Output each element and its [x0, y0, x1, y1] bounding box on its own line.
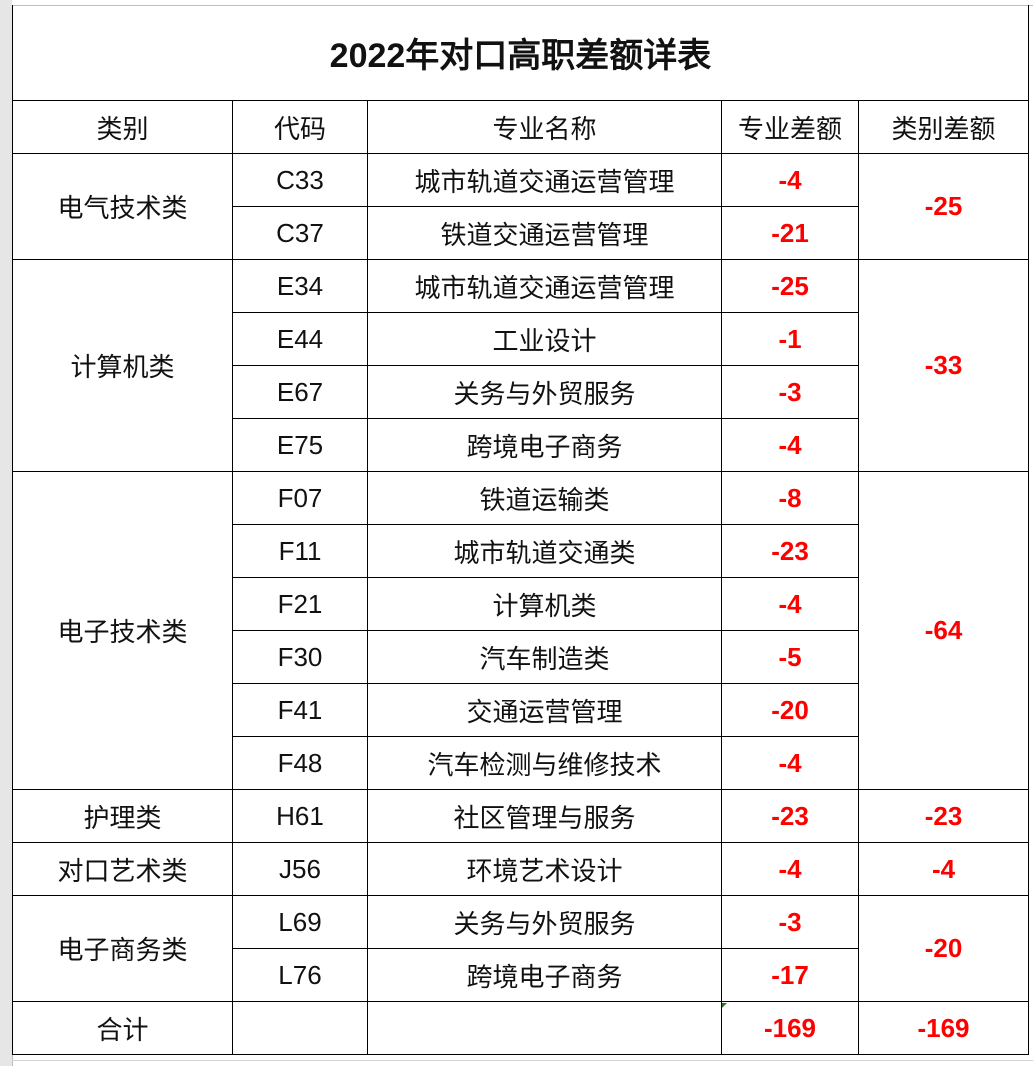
- category-diff-cell[interactable]: -33: [858, 259, 1029, 472]
- major-diff-cell[interactable]: -4: [721, 842, 859, 896]
- header-category-diff[interactable]: 类别差额: [858, 100, 1029, 154]
- major-diff-cell[interactable]: -4: [721, 418, 859, 472]
- table-row: 计算机类 E34 城市轨道交通运营管理 -25 -33: [12, 259, 1029, 472]
- major-diff-cell[interactable]: -3: [721, 365, 859, 419]
- code-cell[interactable]: C33: [232, 153, 368, 207]
- code-cell[interactable]: L69: [232, 895, 368, 949]
- table-row: 对口艺术类 J56 环境艺术设计 -4 -4: [12, 842, 1029, 896]
- header-major[interactable]: 专业名称: [367, 100, 722, 154]
- table-row: F21 计算机类 -4: [13, 577, 1029, 631]
- summary-category-diff[interactable]: -169: [858, 1001, 1029, 1055]
- table-row: C37 铁道交通运营管理 -21: [13, 206, 1029, 260]
- major-cell[interactable]: 汽车检测与维修技术: [367, 736, 722, 790]
- major-diff-cell[interactable]: -23: [721, 524, 859, 578]
- major-cell[interactable]: 交通运营管理: [367, 683, 722, 737]
- summary-row: 合计 -169 -169: [12, 1001, 1029, 1055]
- major-cell[interactable]: 铁道运输类: [367, 471, 722, 525]
- category-diff-cell[interactable]: -20: [858, 895, 1029, 1002]
- code-cell[interactable]: E34: [232, 259, 368, 313]
- table-row: 电子技术类 F07 铁道运输类 -8 -64: [12, 471, 1029, 790]
- major-cell[interactable]: 关务与外贸服务: [367, 895, 722, 949]
- table-row: F48 汽车检测与维修技术 -4: [13, 736, 1029, 790]
- major-cell[interactable]: 跨境电子商务: [367, 948, 722, 1002]
- major-diff-cell[interactable]: -3: [721, 895, 859, 949]
- table-row: L76 跨境电子商务 -17: [13, 948, 1029, 1002]
- major-diff-cell[interactable]: -21: [721, 206, 859, 260]
- category-cell[interactable]: 电气技术类: [12, 153, 233, 260]
- major-diff-cell[interactable]: -4: [721, 736, 859, 790]
- summary-label[interactable]: 合计: [12, 1001, 233, 1055]
- table-title[interactable]: 2022年对口高职差额详表: [12, 5, 1029, 101]
- code-cell[interactable]: L76: [232, 948, 368, 1002]
- category-cell[interactable]: 护理类: [12, 789, 233, 843]
- summary-major-diff[interactable]: -169: [721, 1001, 859, 1055]
- major-cell[interactable]: 关务与外贸服务: [367, 365, 722, 419]
- code-cell[interactable]: E75: [232, 418, 368, 472]
- major-diff-cell[interactable]: -1: [721, 312, 859, 366]
- category-diff-cell[interactable]: -4: [858, 842, 1029, 896]
- summary-major[interactable]: [367, 1001, 722, 1055]
- table-row: 电子商务类 L69 关务与外贸服务 -3 -20: [12, 895, 1029, 1002]
- code-cell[interactable]: F41: [232, 683, 368, 737]
- major-cell[interactable]: 城市轨道交通运营管理: [367, 153, 722, 207]
- header-category[interactable]: 类别: [12, 100, 233, 154]
- table-row: F41 交通运营管理 -20: [13, 683, 1029, 737]
- major-diff-cell[interactable]: -8: [721, 471, 859, 525]
- major-cell[interactable]: 城市轨道交通类: [367, 524, 722, 578]
- header-code[interactable]: 代码: [232, 100, 368, 154]
- code-cell[interactable]: E67: [232, 365, 368, 419]
- table-row: 电气技术类 C33 城市轨道交通运营管理 -4 -25: [12, 153, 1029, 260]
- code-cell[interactable]: F30: [232, 630, 368, 684]
- major-diff-cell[interactable]: -17: [721, 948, 859, 1002]
- major-cell[interactable]: 汽车制造类: [367, 630, 722, 684]
- category-cell[interactable]: 对口艺术类: [12, 842, 233, 896]
- header-major-diff[interactable]: 专业差额: [721, 100, 859, 154]
- code-cell[interactable]: H61: [232, 789, 368, 843]
- table-row: E44 工业设计 -1: [13, 312, 1029, 366]
- category-cell[interactable]: 计算机类: [12, 259, 233, 472]
- gridline: [12, 1060, 1033, 1061]
- major-diff-cell[interactable]: -4: [721, 153, 859, 207]
- category-diff-cell[interactable]: -64: [858, 471, 1029, 790]
- category-diff-cell[interactable]: -25: [858, 153, 1029, 260]
- major-diff-cell[interactable]: -4: [721, 577, 859, 631]
- major-cell[interactable]: 计算机类: [367, 577, 722, 631]
- code-cell[interactable]: F07: [232, 471, 368, 525]
- major-diff-cell[interactable]: -5: [721, 630, 859, 684]
- cell-error-indicator: [722, 1003, 727, 1008]
- major-diff-cell[interactable]: -23: [721, 789, 859, 843]
- code-cell[interactable]: C37: [232, 206, 368, 260]
- code-cell[interactable]: J56: [232, 842, 368, 896]
- title-row: 2022年对口高职差额详表: [12, 5, 1029, 101]
- major-cell[interactable]: 铁道交通运营管理: [367, 206, 722, 260]
- header-row: 类别 代码 专业名称 专业差额 类别差额: [12, 100, 1029, 154]
- major-diff-cell[interactable]: -25: [721, 259, 859, 313]
- table-row: E75 跨境电子商务 -4: [13, 418, 1029, 472]
- major-diff-cell[interactable]: -20: [721, 683, 859, 737]
- code-cell[interactable]: F11: [232, 524, 368, 578]
- difference-table: 2022年对口高职差额详表 类别 代码 专业名称 专业差额 类别差额 电气技术类…: [12, 5, 1029, 1055]
- category-cell[interactable]: 电子商务类: [12, 895, 233, 1002]
- major-cell[interactable]: 跨境电子商务: [367, 418, 722, 472]
- table-row: F30 汽车制造类 -5: [13, 630, 1029, 684]
- code-cell[interactable]: F48: [232, 736, 368, 790]
- summary-code[interactable]: [232, 1001, 368, 1055]
- table-row: 护理类 H61 社区管理与服务 -23 -23: [12, 789, 1029, 843]
- major-cell[interactable]: 城市轨道交通运营管理: [367, 259, 722, 313]
- code-cell[interactable]: F21: [232, 577, 368, 631]
- code-cell[interactable]: E44: [232, 312, 368, 366]
- major-cell[interactable]: 社区管理与服务: [367, 789, 722, 843]
- category-cell[interactable]: 电子技术类: [12, 471, 233, 790]
- category-diff-cell[interactable]: -23: [858, 789, 1029, 843]
- major-cell[interactable]: 环境艺术设计: [367, 842, 722, 896]
- major-cell[interactable]: 工业设计: [367, 312, 722, 366]
- table-row: E67 关务与外贸服务 -3: [13, 365, 1029, 419]
